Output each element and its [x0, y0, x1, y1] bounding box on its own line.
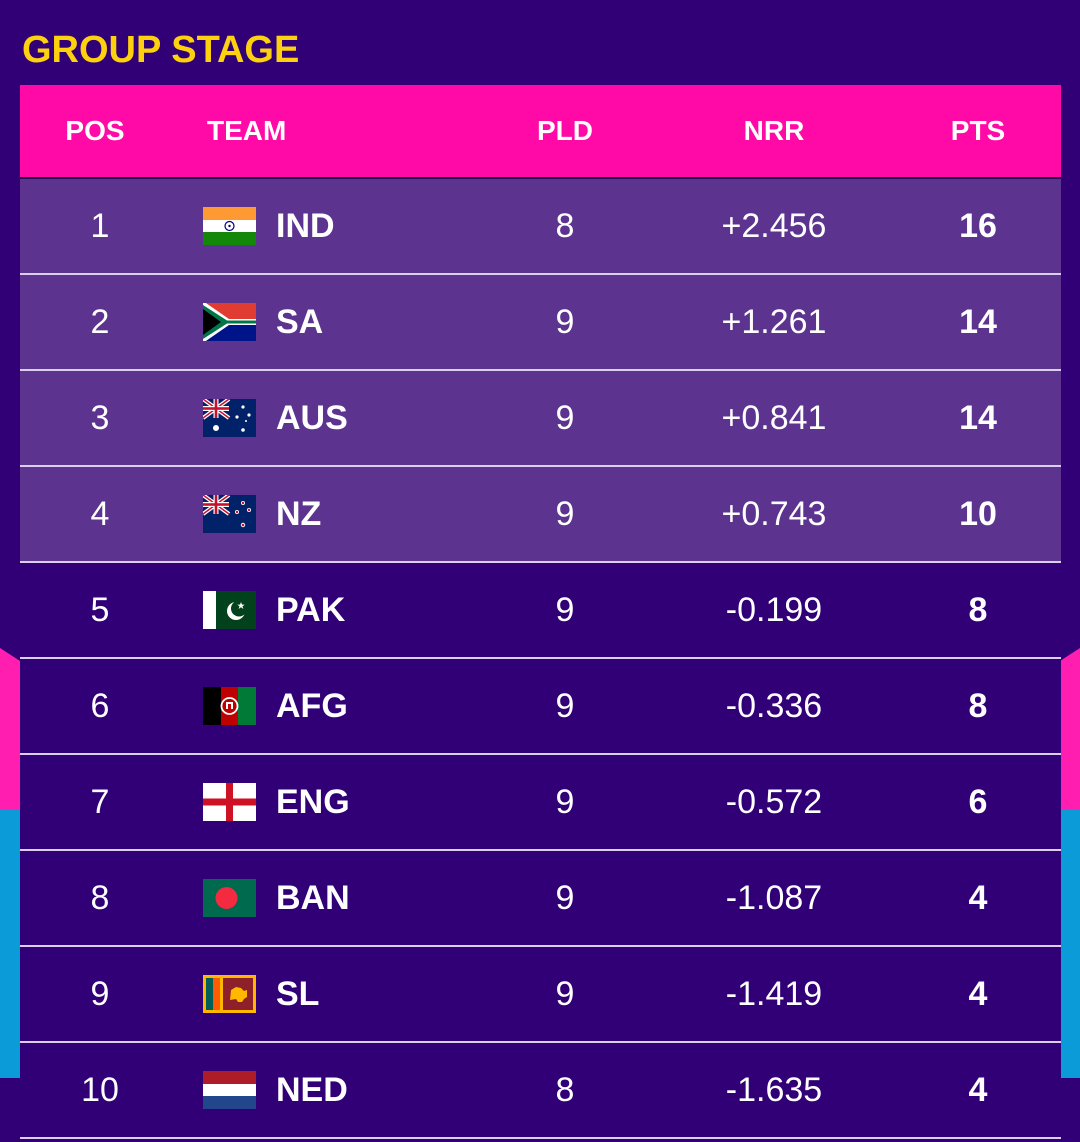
row-pts: 4	[968, 975, 988, 1013]
standings-table: POS TEAM PLD NRR PTS 1 IND 8 +2.456 16 2	[20, 85, 1061, 1139]
row-pts: 8	[968, 591, 988, 629]
table-row[interactable]: 2 SA 9 +1.261 14	[20, 275, 1061, 371]
row-team: BAN	[276, 879, 350, 917]
row-pld: 9	[555, 879, 575, 917]
table-row[interactable]: 3 A	[20, 371, 1061, 467]
row-pld: 8	[555, 207, 575, 245]
table-row[interactable]: 5 PAK 9 -0.199 8	[20, 563, 1061, 659]
row-nrr: +2.456	[721, 207, 827, 245]
row-pld: 9	[555, 591, 575, 629]
india-flag-icon	[203, 207, 256, 245]
row-pos: 4	[90, 495, 110, 533]
table-row[interactable]: 6 AFG 9 -0.336 8	[20, 659, 1061, 755]
pakistan-flag-icon	[203, 591, 256, 629]
page-title: GROUP STAGE	[22, 29, 300, 71]
row-pos: 2	[90, 303, 110, 341]
row-pts: 8	[968, 687, 988, 725]
right-blue-accent	[1060, 810, 1080, 1078]
england-flag-icon	[203, 783, 256, 821]
row-team: AUS	[276, 399, 348, 437]
header-pld: PLD	[537, 115, 593, 146]
row-pts: 4	[968, 879, 988, 917]
row-pts: 14	[959, 399, 997, 437]
row-team: AFG	[276, 687, 348, 725]
australia-flag-icon	[203, 399, 256, 437]
row-pld: 8	[555, 1071, 575, 1109]
header-team: TEAM	[207, 115, 287, 146]
table-row[interactable]: 1 IND 8 +2.456 16	[20, 179, 1061, 275]
row-nrr: -1.419	[725, 975, 823, 1013]
row-team: PAK	[276, 591, 346, 629]
row-pos: 3	[90, 399, 110, 437]
row-nrr: -0.199	[725, 591, 823, 629]
afghanistan-flag-icon	[203, 687, 256, 725]
left-pink-accent	[0, 648, 20, 810]
sri-lanka-flag-icon	[203, 975, 256, 1013]
table-row[interactable]: 8 BAN 9 -1.087 4	[20, 851, 1061, 947]
header-nrr: NRR	[743, 115, 805, 146]
row-pos: 9	[90, 975, 110, 1013]
row-nrr: +1.261	[721, 303, 827, 341]
row-team: SL	[276, 975, 320, 1013]
row-team: NZ	[276, 495, 322, 533]
header-pts: PTS	[950, 115, 1006, 146]
row-team: ENG	[276, 783, 350, 821]
row-pos: 1	[90, 207, 110, 245]
row-pld: 9	[555, 303, 575, 341]
row-pld: 9	[555, 495, 575, 533]
row-pld: 9	[555, 783, 575, 821]
row-pts: 14	[959, 303, 997, 341]
row-pos: 10	[81, 1071, 119, 1109]
bangladesh-flag-icon	[203, 879, 256, 917]
row-nrr: -1.635	[725, 1071, 823, 1109]
row-pld: 9	[555, 687, 575, 725]
table-row[interactable]: 4	[20, 467, 1061, 563]
row-pos: 5	[90, 591, 110, 629]
row-nrr: -1.087	[725, 879, 823, 917]
row-pts: 4	[968, 1071, 988, 1109]
row-pos: 8	[90, 879, 110, 917]
row-team: SA	[276, 303, 324, 341]
netherlands-flag-icon	[203, 1071, 256, 1109]
table-row[interactable]: 10 NED 8 -1.635 4	[20, 1043, 1061, 1139]
row-pos: 7	[90, 783, 110, 821]
row-pld: 9	[555, 975, 575, 1013]
row-nrr: -0.572	[725, 783, 823, 821]
table-row[interactable]: 9 SL 9 -1.419 4	[20, 947, 1061, 1043]
row-pld: 9	[555, 399, 575, 437]
row-pts: 16	[959, 207, 997, 245]
row-team: IND	[276, 207, 335, 245]
south-africa-flag-icon	[203, 303, 256, 341]
row-nrr: -0.336	[725, 687, 823, 725]
row-pts: 10	[959, 495, 997, 533]
left-blue-accent	[0, 810, 20, 1078]
row-pts: 6	[968, 783, 988, 821]
row-pos: 6	[90, 687, 110, 725]
header-pos: POS	[65, 115, 125, 146]
row-nrr: +0.743	[721, 495, 827, 533]
row-team: NED	[276, 1071, 348, 1109]
right-pink-accent	[1060, 648, 1080, 810]
new-zealand-flag-icon	[203, 495, 256, 533]
row-nrr: +0.841	[721, 399, 827, 437]
table-header: POS TEAM PLD NRR PTS	[20, 85, 1061, 179]
table-row[interactable]: 7 ENG 9 -0.572 6	[20, 755, 1061, 851]
